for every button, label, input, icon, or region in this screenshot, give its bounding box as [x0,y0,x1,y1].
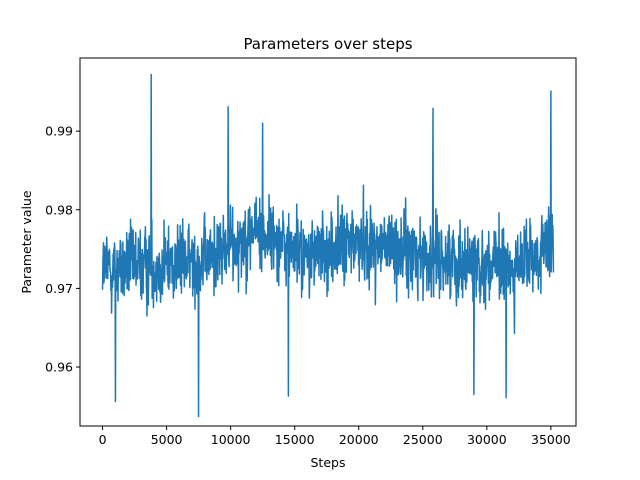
axes-frame [79,57,577,427]
y-tick-label: 0.98 [45,202,73,217]
x-tick-label: 5000 [151,432,183,447]
series-line [101,73,555,418]
y-tick-label: 0.97 [45,281,73,296]
x-tick-label: 0 [99,432,107,447]
x-tick-label: 20000 [339,432,379,447]
x-tick-label: 25000 [403,432,443,447]
x-tick-label: 15000 [275,432,315,447]
x-tick-label: 10000 [211,432,251,447]
x-tick-label: 30000 [467,432,507,447]
chart-title: Parameters over steps [243,35,412,53]
y-axis-label: Parameter value [19,190,34,293]
y-axis: 0.96 0.97 0.98 0.99 [45,124,80,375]
x-axis-label: Steps [311,455,346,470]
y-tick-label: 0.96 [45,360,73,375]
x-axis: 0 5000 10000 15000 20000 25000 30000 35000 [99,426,571,447]
series-layer [101,73,555,418]
x-tick-label: 35000 [531,432,571,447]
y-tick-label: 0.99 [45,124,73,139]
plot-area [79,57,577,427]
